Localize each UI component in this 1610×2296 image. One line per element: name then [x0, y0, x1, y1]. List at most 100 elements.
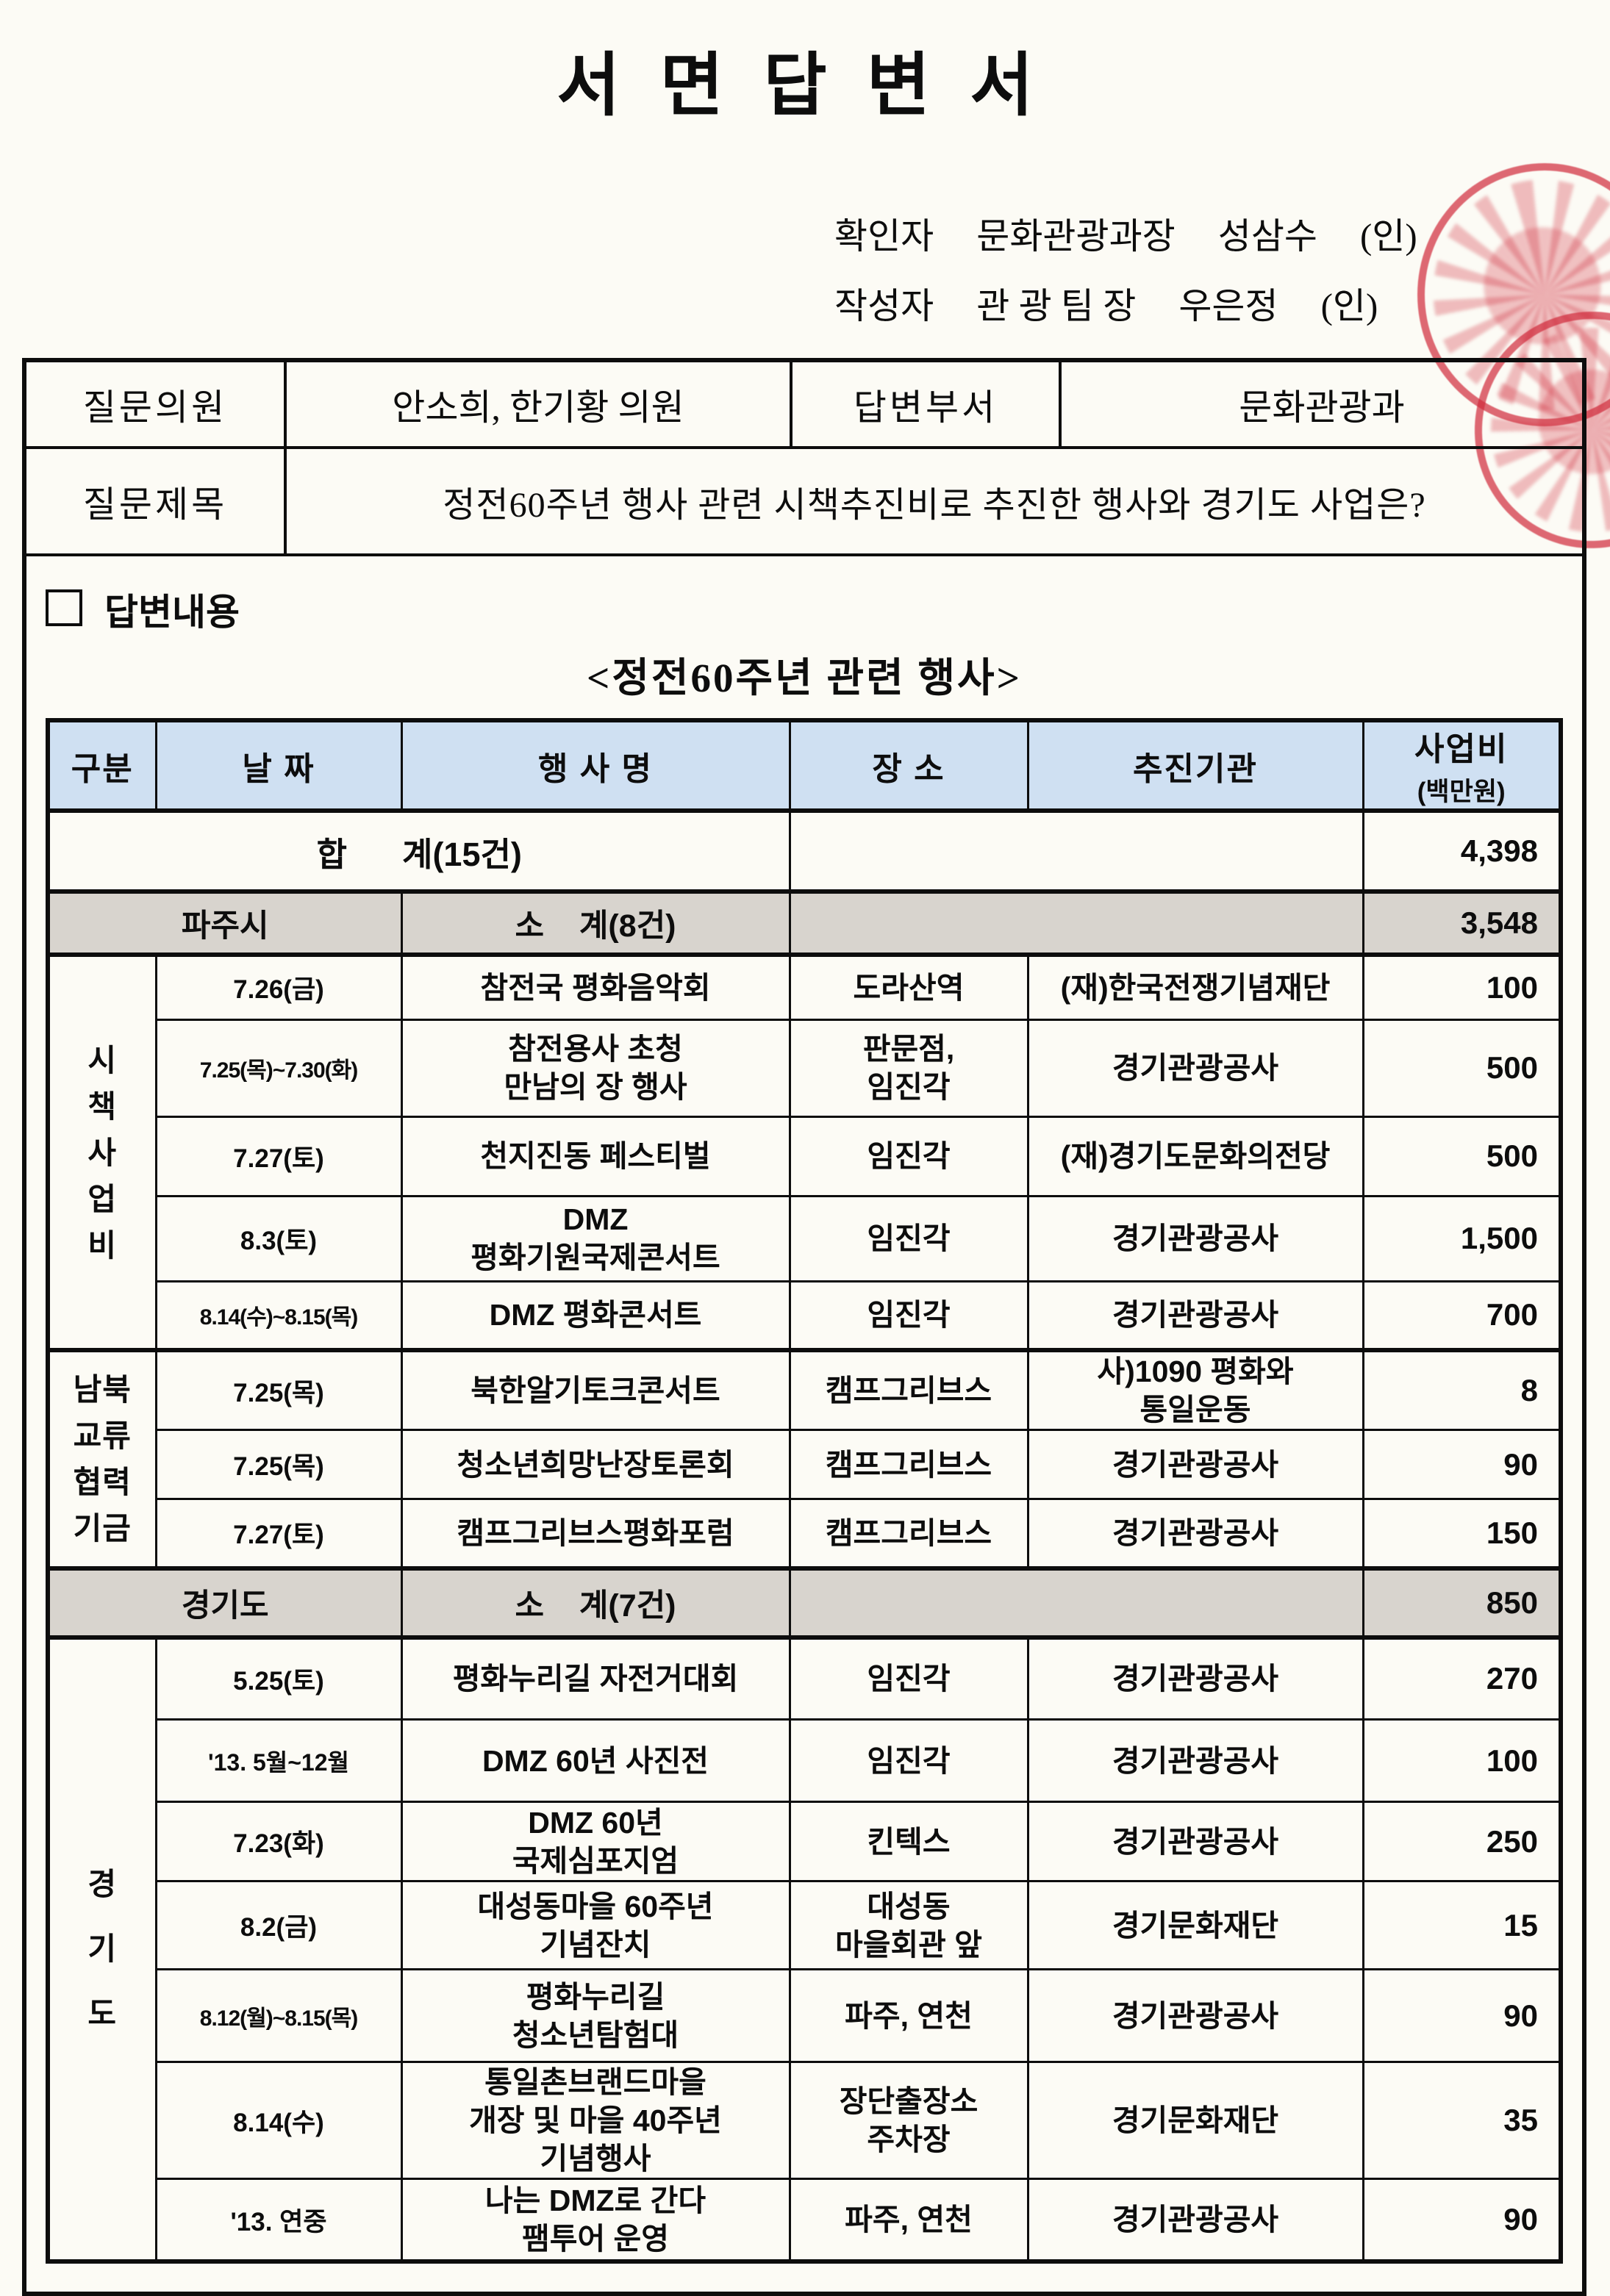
table-row: 7.27(토) 천지진동 페스티벌 임진각 (재)경기도문화의전당 500	[48, 1115, 1562, 1197]
question-title-label: 질문제목	[26, 446, 287, 556]
table-row: 7.25(목)~7.30(화) 참전용사 초청 만남의 장 행사 판문점, 임진…	[48, 1018, 1562, 1118]
cell-org: 경기문화재단	[1026, 1880, 1364, 1971]
event-table: 구분 날 짜 행 사 명 장 소 추진기관 사업비 (백만원) 합 계(15건)…	[46, 718, 1563, 2264]
author-name: 우은정	[1178, 286, 1278, 326]
question-member-label: 질문의원	[26, 362, 287, 449]
cell-org: (재)경기도문화의전당	[1026, 1115, 1364, 1197]
subtotal-row-gyeonggi: 경기도 소 계(7건) 850	[46, 1565, 1562, 1639]
cell-event: DMZ 60년 사진전	[400, 1718, 791, 1804]
cell-org: (재)한국전쟁기념재단	[1026, 953, 1364, 1021]
question-title-row: 질문제목 정전60주년 행사 관련 시책추진비로 추진한 행사와 경기도 사업은…	[26, 446, 1582, 556]
table-row: 7.27(토) 캠프그리브스평화포럼 캠프그리브스 경기관광공사 150	[48, 1498, 1562, 1570]
author-position: 관 광 팀 장	[976, 286, 1137, 326]
cell-event: 통일촌브랜드마을 개장 및 마을 40주년 기념행사	[400, 2061, 791, 2181]
total-empty-cell	[788, 809, 1364, 893]
answer-form-box: 질문의원 안소희, 한기황 의원 답변부서 문화관광과 질문제목 정전60주년 …	[22, 358, 1586, 2296]
cell-org: 경기관광공사	[1026, 1194, 1364, 1282]
author-seal-mark: (인)	[1320, 286, 1378, 326]
header-row: 구분 날 짜 행 사 명 장 소 추진기관 사업비 (백만원)	[46, 719, 1562, 813]
table-row: 8.2(금) 대성동마을 60주년 기념잔치 대성동 마을회관 앞 경기문화재단…	[48, 1880, 1562, 1971]
cell-date: 7.26(금)	[154, 953, 403, 1021]
cell-event: 나는 DMZ로 간다 팸투어 운영	[400, 2178, 791, 2263]
question-member-value: 안소희, 한기황 의원	[284, 362, 793, 449]
cell-place: 캠프그리브스	[788, 1498, 1029, 1570]
section-label-sichaek: 시 책 사 업 비	[46, 953, 157, 1352]
cell-org: 경기관광공사	[1026, 1018, 1364, 1118]
cell-org: 경기문화재단	[1026, 2061, 1364, 2181]
cell-cost: 500	[1362, 1018, 1562, 1118]
cell-place: 판문점, 임진각	[788, 1018, 1029, 1118]
cell-cost: 90	[1362, 1429, 1562, 1501]
cell-org: 경기관광공사	[1026, 1498, 1364, 1570]
table-row: 경 기 도 5.25(토) 평화누리길 자전거대회 임진각 경기관광공사 270	[46, 1635, 1562, 2263]
col-header-cost: 사업비 (백만원)	[1362, 719, 1562, 813]
question-info-table: 질문의원 안소희, 한기황 의원 답변부서 문화관광과 질문제목 정전60주년 …	[26, 362, 1582, 556]
cell-cost: 15	[1362, 1880, 1562, 1971]
cell-date: 7.25(목)	[154, 1429, 403, 1501]
table-row: 7.23(화) DMZ 60년 국제심포지엄 킨텍스 경기관광공사 250	[48, 1801, 1562, 1883]
answer-dept-label: 답변부서	[790, 362, 1062, 449]
answer-content-label: 답변내용	[104, 592, 240, 633]
cell-place: 임진각	[788, 1280, 1029, 1352]
table-row: '13. 5월~12월 DMZ 60년 사진전 임진각 경기관광공사 100	[48, 1718, 1562, 1804]
answer-dept-value: 문화관광과	[1059, 362, 1582, 449]
cell-place: 도라산역	[788, 953, 1029, 1021]
cell-event: 참전용사 초청 만남의 장 행사	[400, 1018, 791, 1118]
subtotal-region: 파주시	[46, 889, 403, 956]
cell-org: 경기관광공사	[1026, 2178, 1364, 2263]
subtotal-empty-cell	[788, 1565, 1364, 1639]
cell-place: 킨텍스	[788, 1801, 1029, 1883]
cell-org: 경기관광공사	[1026, 1635, 1364, 1721]
cell-org: 경기관광공사	[1026, 1280, 1364, 1352]
cell-place: 임진각	[788, 1635, 1029, 1721]
table-row: 시 책 사 업 비 7.26(금) 참전국 평화음악회 도라산역 (재)한국전쟁…	[46, 953, 1562, 1352]
cell-date: 8.14(수)~8.15(목)	[154, 1280, 403, 1352]
confirmer-role: 확인자	[834, 216, 934, 256]
author-role: 작성자	[834, 286, 934, 326]
cell-org: 경기관광공사	[1026, 1801, 1364, 1883]
cell-cost: 90	[1362, 2178, 1562, 2263]
cell-place: 파주, 연천	[788, 2178, 1029, 2263]
cell-event: 캠프그리브스평화포럼	[400, 1498, 791, 1570]
answer-content-heading: 답변내용	[46, 583, 1582, 636]
cell-org: 경기관광공사	[1026, 1968, 1364, 2064]
table-row: 8.12(월)~8.15(목) 평화누리길 청소년탐험대 파주, 연천 경기관광…	[48, 1968, 1562, 2064]
cell-event: 평화누리길 청소년탐험대	[400, 1968, 791, 2064]
cell-date: 7.27(토)	[154, 1498, 403, 1570]
cell-cost: 500	[1362, 1115, 1562, 1197]
cell-place: 캠프그리브스	[788, 1348, 1029, 1432]
subtotal-cost: 850	[1362, 1565, 1562, 1639]
cell-org: 경기관광공사	[1026, 1718, 1364, 1804]
cell-place: 임진각	[788, 1194, 1029, 1282]
confirmer-seal-mark: (인)	[1359, 216, 1417, 256]
table-row: 8.14(수)~8.15(목) DMZ 평화콘서트 임진각 경기관광공사 700	[48, 1280, 1562, 1352]
col-header-cost-title: 사업비	[1414, 731, 1509, 767]
cell-cost: 150	[1362, 1498, 1562, 1570]
cell-place: 임진각	[788, 1718, 1029, 1804]
cell-cost: 700	[1362, 1280, 1562, 1352]
question-member-row: 질문의원 안소희, 한기황 의원 답변부서 문화관광과	[26, 362, 1582, 449]
col-header-place: 장 소	[788, 719, 1029, 813]
cell-event: 천지진동 페스티벌	[400, 1115, 791, 1197]
checkbox-square-icon	[46, 589, 82, 626]
cell-event: 청소년희망난장토론회	[400, 1429, 791, 1501]
col-header-org: 추진기관	[1026, 719, 1364, 813]
author-line: 작성자 관 광 팀 장 우은정 (인)	[834, 277, 1417, 329]
document-title: 서면답변서	[557, 48, 1073, 124]
table-row: 남북 교류 협력 기금 7.25(목) 북한알기토크콘서트 캠프그리브스 사)1…	[46, 1348, 1562, 1570]
cell-place: 임진각	[788, 1115, 1029, 1197]
cell-cost: 90	[1362, 1968, 1562, 2064]
cell-event: 참전국 평화음악회	[400, 953, 791, 1021]
cell-event: 대성동마을 60주년 기념잔치	[400, 1880, 791, 1971]
cell-date: 5.25(토)	[154, 1635, 403, 1721]
cell-date: 8.12(월)~8.15(목)	[154, 1968, 403, 2064]
cell-date: 8.14(수)	[154, 2061, 403, 2181]
cell-cost: 8	[1362, 1348, 1562, 1432]
subtotal-row-paju: 파주시 소 계(8건) 3,548	[46, 889, 1562, 956]
event-table-title: <정전60주년 관련 행사>	[587, 656, 1022, 700]
total-cost: 4,398	[1362, 809, 1562, 893]
subtotal-region: 경기도	[46, 1565, 403, 1639]
section-label-gyeonggi: 경 기 도	[46, 1635, 157, 2263]
cell-cost: 100	[1362, 1718, 1562, 1804]
